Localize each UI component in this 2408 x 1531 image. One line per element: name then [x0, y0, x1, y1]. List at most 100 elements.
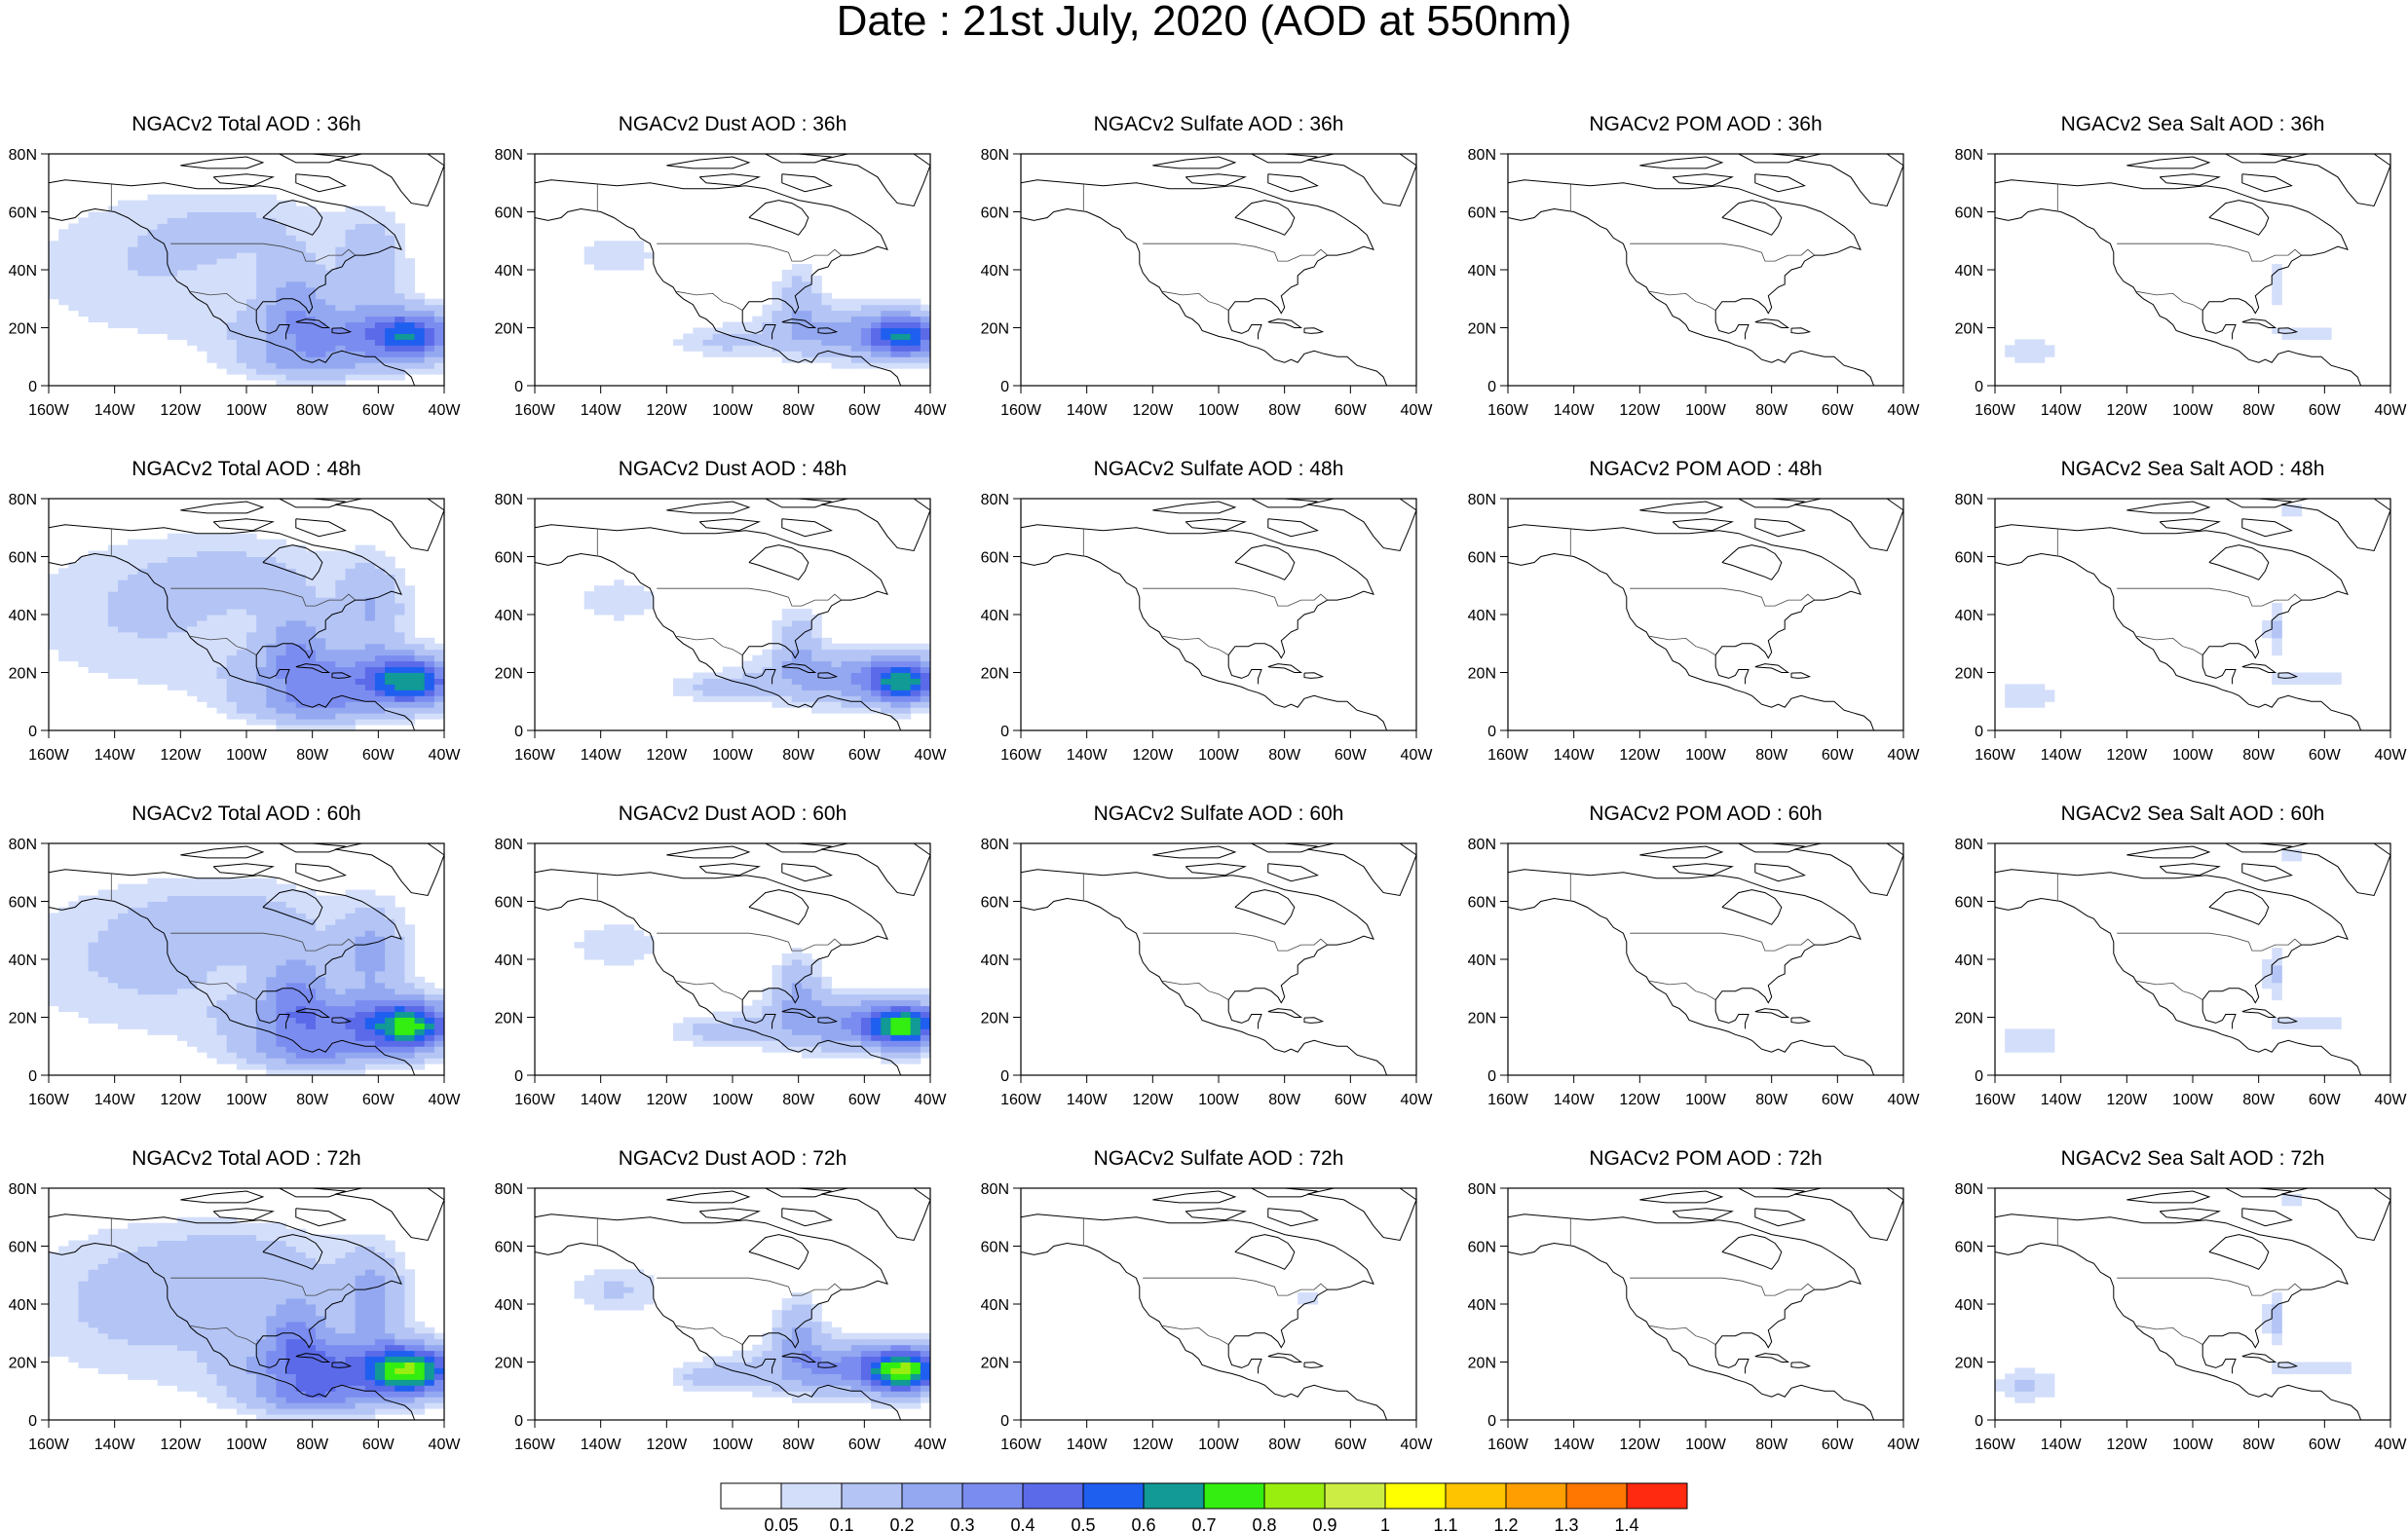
- aod-cell: [802, 1023, 812, 1029]
- aod-cell: [256, 200, 267, 207]
- aod-cell: [207, 695, 218, 702]
- aod-cell: [811, 310, 822, 317]
- aod-cell: [395, 690, 405, 696]
- aod-cell: [325, 631, 336, 639]
- aod-cell: [604, 948, 615, 954]
- aod-cell: [207, 539, 218, 546]
- aod-cell: [325, 1005, 336, 1013]
- aod-cell: [207, 223, 218, 230]
- aod-cell: [345, 345, 357, 352]
- aod-cell: [2034, 1034, 2046, 1041]
- aod-cell: [295, 568, 307, 575]
- aod-cell: [802, 619, 812, 627]
- aod-cell: [305, 964, 317, 972]
- aod-cell: [58, 619, 69, 627]
- aod-field: [49, 533, 445, 731]
- aod-cell: [433, 643, 445, 651]
- aod-cell: [325, 970, 336, 978]
- aod-cell: [187, 298, 198, 306]
- aod-cell: [811, 678, 822, 685]
- aod-cell: [316, 1011, 326, 1018]
- coastline: [1714, 666, 1750, 685]
- aod-cell: [207, 217, 218, 224]
- aod-cell: [197, 948, 207, 954]
- aod-cell: [900, 993, 912, 1001]
- aod-cell: [345, 304, 357, 312]
- aod-cell: [424, 695, 435, 702]
- aod-cell: [395, 258, 405, 265]
- aod-cell: [187, 556, 198, 563]
- aod-cell: [128, 924, 138, 931]
- aod-cell: [176, 948, 188, 954]
- aod-cell: [920, 1052, 931, 1059]
- aod-cell: [137, 993, 148, 1001]
- aod-cell: [374, 229, 386, 236]
- aod-cell: [316, 660, 326, 668]
- aod-cell: [78, 654, 90, 662]
- aod-cell: [395, 275, 405, 282]
- aod-cell: [345, 327, 357, 334]
- coastline: [48, 552, 416, 731]
- aod-cell: [157, 327, 169, 334]
- aod-cell: [2005, 690, 2015, 696]
- aod-cell: [2024, 1034, 2036, 1041]
- aod-cell: [910, 701, 922, 708]
- aod-cell: [374, 368, 386, 375]
- aod-cell: [256, 959, 267, 966]
- aod-cell: [305, 1011, 317, 1018]
- aod-cell: [256, 701, 267, 708]
- aod-cell: [881, 356, 891, 363]
- aod-cell: [285, 345, 297, 352]
- aod-cell: [266, 970, 277, 978]
- aod-cell: [404, 713, 416, 720]
- aod-cell: [157, 270, 169, 277]
- aod-cell: [305, 684, 317, 691]
- aod-cell: [831, 1023, 843, 1029]
- aod-cell: [433, 1052, 445, 1059]
- aod-cell: [107, 286, 119, 294]
- panel-title: NGACv2 Total AOD : 48h: [132, 458, 360, 480]
- aod-cell: [860, 1034, 872, 1041]
- aod-cell: [226, 333, 238, 340]
- aod-cell: [58, 252, 69, 259]
- aod-cell: [335, 988, 346, 995]
- aod-cell: [216, 1023, 228, 1029]
- aod-cell: [236, 1034, 247, 1041]
- aod-cell: [246, 316, 257, 323]
- aod-cell: [266, 924, 277, 931]
- aod-cell: [920, 345, 931, 352]
- aod-cell: [920, 1005, 931, 1013]
- aod-cell: [176, 298, 188, 306]
- aod-cell: [305, 574, 317, 580]
- aod-cell: [355, 959, 366, 966]
- aod-cell: [881, 701, 891, 708]
- aod-cell: [305, 976, 317, 984]
- aod-cell: [364, 959, 376, 966]
- aod-cell: [355, 298, 366, 306]
- aod-cell: [118, 235, 129, 242]
- aod-cell: [78, 637, 90, 645]
- aod-cell: [414, 1028, 426, 1035]
- aod-cell: [167, 895, 178, 902]
- aod-cell: [2034, 701, 2046, 708]
- aod-cell: [207, 345, 218, 352]
- aod-cell: [305, 568, 317, 575]
- aod-cell: [791, 637, 803, 645]
- aod-cell: [58, 1332, 69, 1340]
- aod-cell: [97, 1304, 109, 1311]
- aod-cell: [97, 1281, 109, 1288]
- aod-cell: [285, 895, 297, 902]
- aod-cell: [385, 970, 395, 978]
- aod-cell: [97, 298, 109, 306]
- aod-cell: [355, 654, 366, 662]
- aod-cell: [187, 678, 198, 685]
- aod-cell: [355, 1005, 366, 1013]
- coastline: [1020, 179, 1374, 322]
- aod-cell: [128, 930, 138, 937]
- aod-cell: [2281, 509, 2292, 517]
- aod-cell: [285, 562, 297, 569]
- aod-cell: [712, 333, 724, 340]
- aod-cell: [791, 270, 803, 277]
- lat-tick-label: 60N: [981, 895, 1009, 912]
- aod-cell: [167, 672, 178, 679]
